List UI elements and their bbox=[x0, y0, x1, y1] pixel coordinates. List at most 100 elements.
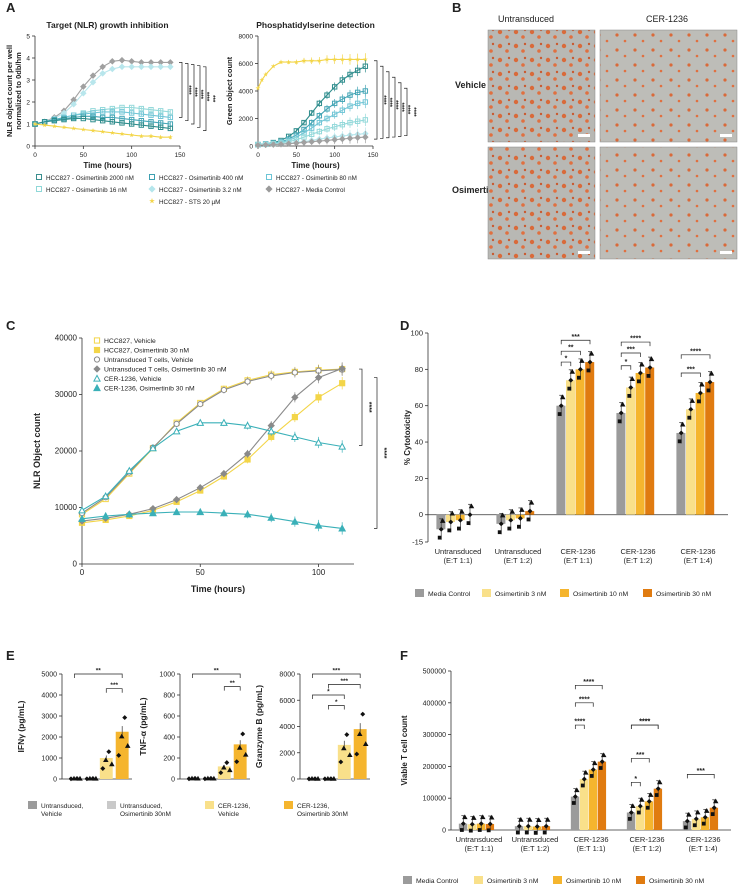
legend-swatch bbox=[415, 589, 424, 597]
micro-row-label: Osimertinib bbox=[452, 185, 503, 195]
y-tick-label: 2000 bbox=[279, 750, 295, 757]
series-marker bbox=[347, 71, 353, 78]
category-label: (E:T 1:2) bbox=[632, 844, 662, 853]
series-marker bbox=[526, 517, 531, 522]
series-marker bbox=[263, 71, 269, 77]
series-marker bbox=[285, 140, 292, 147]
series-line bbox=[81, 511, 343, 529]
series-marker bbox=[157, 108, 164, 114]
series-marker bbox=[219, 418, 228, 426]
x-axis-label: Time (hours) bbox=[191, 584, 245, 594]
micro-untransduced-vehicle bbox=[487, 29, 596, 143]
legend-D-label: Osimertinib 3 nM bbox=[495, 591, 547, 598]
series-marker bbox=[459, 828, 464, 832]
series-marker bbox=[119, 131, 125, 136]
series-marker bbox=[36, 186, 42, 192]
series-marker bbox=[498, 521, 504, 527]
series-marker bbox=[579, 358, 585, 363]
series-marker bbox=[158, 134, 164, 140]
category-label: Untransduced bbox=[435, 547, 482, 556]
series-line bbox=[81, 382, 343, 524]
y-axis-label: TNF-α (pg/mL) bbox=[138, 697, 148, 755]
series-marker bbox=[129, 132, 135, 138]
micro-row-label: Vehicle bbox=[455, 80, 486, 90]
series-marker bbox=[581, 776, 587, 782]
series-marker bbox=[354, 134, 361, 141]
panel-letter-C: C bbox=[6, 318, 16, 333]
significance-bracket bbox=[630, 724, 659, 730]
series-marker bbox=[202, 776, 208, 782]
category-label: CER-1236 bbox=[629, 835, 664, 844]
series-marker bbox=[316, 100, 323, 107]
series-marker bbox=[138, 105, 145, 112]
category-label: (E:T 1:4) bbox=[683, 556, 713, 565]
series-marker bbox=[316, 113, 323, 119]
y-tick-label: 3 bbox=[26, 78, 30, 85]
series-marker bbox=[293, 59, 299, 65]
series-marker bbox=[109, 119, 116, 125]
significance-label: ** bbox=[96, 668, 102, 675]
series-marker bbox=[354, 751, 360, 757]
y-tick-label: 100000 bbox=[423, 796, 446, 803]
series-marker bbox=[629, 376, 636, 382]
y-tick-label: 600 bbox=[163, 714, 175, 721]
series-marker bbox=[208, 775, 214, 781]
series-marker bbox=[138, 63, 145, 71]
x-axis-label: Time (hours) bbox=[83, 161, 132, 170]
legend-swatch bbox=[205, 801, 214, 809]
series-marker bbox=[360, 711, 366, 717]
series-marker bbox=[583, 769, 589, 775]
legend-E-label: CER-1236, bbox=[218, 803, 250, 810]
y-tick-label: 100 bbox=[410, 329, 423, 338]
series-marker bbox=[468, 503, 475, 509]
series-marker bbox=[462, 814, 468, 820]
y-tick-label: 4 bbox=[26, 56, 30, 63]
y-tick-label: 40 bbox=[415, 438, 423, 447]
series-marker bbox=[701, 821, 706, 826]
series-marker bbox=[90, 110, 96, 116]
y-tick-label: 20 bbox=[415, 474, 423, 483]
series-marker bbox=[527, 816, 533, 822]
significance-label: **** bbox=[630, 336, 641, 343]
series-marker bbox=[439, 518, 446, 523]
series-marker bbox=[457, 517, 463, 523]
significance-bracket bbox=[386, 71, 390, 139]
series-marker bbox=[479, 814, 486, 820]
series-marker bbox=[324, 115, 330, 122]
series-marker bbox=[347, 752, 353, 758]
series-marker bbox=[524, 830, 529, 835]
bar bbox=[585, 362, 595, 515]
series-marker bbox=[572, 794, 578, 800]
series-marker bbox=[543, 823, 549, 829]
micro-cer1236-osimertinib bbox=[599, 146, 738, 260]
series-marker bbox=[577, 366, 583, 372]
series-marker bbox=[697, 390, 703, 396]
series-marker bbox=[290, 517, 299, 525]
series-marker bbox=[460, 821, 466, 827]
series-marker bbox=[331, 111, 338, 118]
series-marker bbox=[478, 821, 484, 827]
bar bbox=[676, 432, 686, 515]
legend-A-label: HCC827 - Osimertinib 80 nM bbox=[276, 175, 357, 182]
significance-label: **** bbox=[583, 679, 594, 686]
series-marker bbox=[639, 361, 645, 367]
series-marker bbox=[516, 823, 522, 829]
series-marker bbox=[109, 130, 115, 135]
series-marker bbox=[587, 359, 593, 365]
series-marker bbox=[354, 118, 361, 124]
y-axis-label: % Cytotoxicity bbox=[403, 409, 412, 465]
series-marker bbox=[515, 830, 520, 835]
series-marker bbox=[227, 767, 233, 773]
series-marker bbox=[466, 521, 471, 525]
series-marker bbox=[316, 137, 323, 145]
legend-A-label: HCC827 - Osimertinib 16 nM bbox=[46, 187, 127, 194]
series-marker bbox=[167, 109, 174, 115]
series-marker bbox=[128, 63, 135, 71]
series-marker bbox=[331, 100, 338, 107]
series-marker bbox=[157, 113, 164, 119]
series-marker bbox=[309, 58, 315, 63]
series-line bbox=[81, 368, 343, 515]
significance-label: * bbox=[335, 699, 338, 706]
y-tick-label: 0 bbox=[442, 828, 446, 835]
category-label: CER-1236 bbox=[560, 547, 595, 556]
